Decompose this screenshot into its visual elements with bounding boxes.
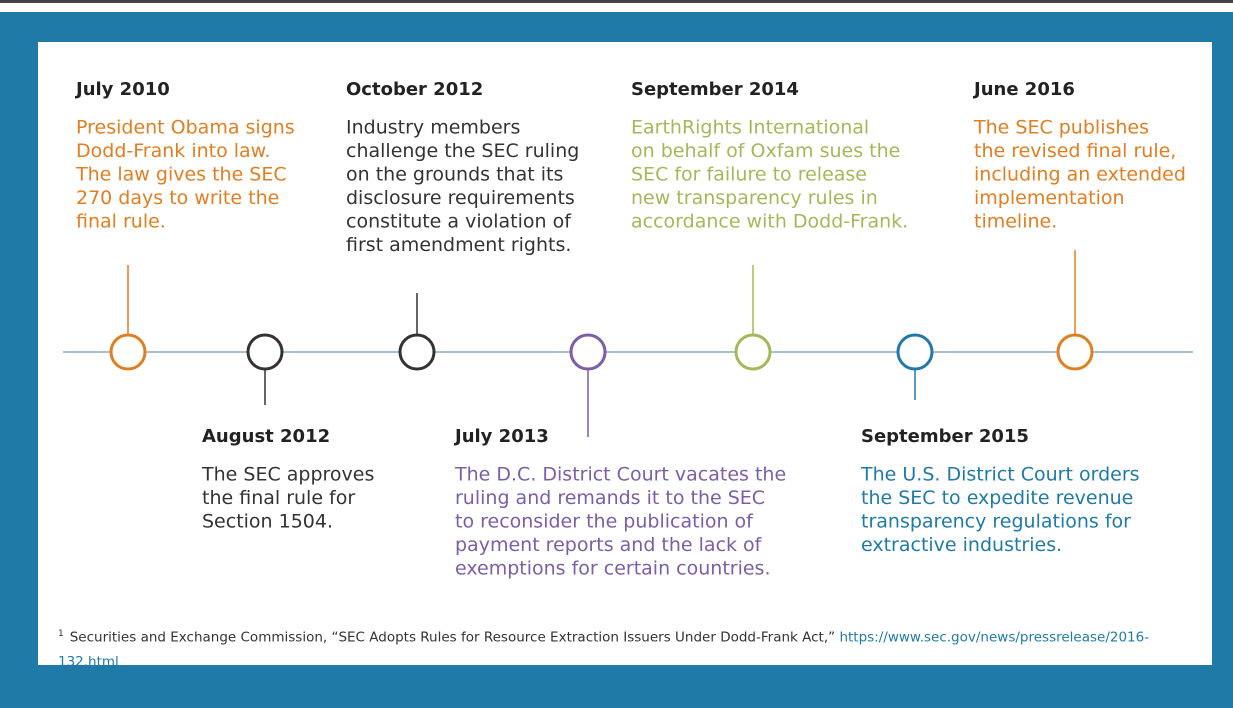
event-date: July 2010 <box>74 79 170 100</box>
event-date: July 2013 <box>453 426 549 447</box>
event-text: Dodd-Frank into law. <box>76 140 271 162</box>
event-text: implementation <box>974 187 1125 209</box>
event-text: The law gives the SEC <box>75 164 287 186</box>
event-text: the SEC to expedite revenue <box>861 487 1133 509</box>
event-text: final rule. <box>76 211 166 233</box>
event-text: the final rule for <box>202 487 355 509</box>
event-text: Industry members <box>346 117 520 139</box>
event-date: September 2015 <box>861 426 1029 447</box>
event-dot <box>109 333 147 371</box>
event-text: ruling and remands it to the SEC <box>455 487 765 509</box>
event-text: The U.S. District Court orders <box>860 464 1140 486</box>
event-text: Section 1504. <box>202 511 333 533</box>
event-text: payment reports and the lack of <box>455 534 763 556</box>
footnote-text: Securities and Exchange Commission, “SEC… <box>69 629 836 646</box>
event-text: 270 days to write the <box>76 187 279 209</box>
event-text: first amendment rights. <box>346 234 571 256</box>
event-date: June 2016 <box>972 79 1075 100</box>
event-text: accordance with Dodd-Frank. <box>631 211 908 233</box>
event-date: October 2012 <box>346 79 483 100</box>
event-text: EarthRights International <box>631 117 869 139</box>
event-dot <box>1056 333 1094 371</box>
event-date: September 2014 <box>631 79 799 100</box>
event-text: disclosure requirements <box>346 187 575 209</box>
event-text: constitute a violation of <box>346 211 572 233</box>
event-text: to reconsider the publication of <box>455 511 754 533</box>
event-dot <box>246 333 284 371</box>
event-date: August 2012 <box>202 426 330 447</box>
footnote: 1 Securities and Exchange Commission, “SE… <box>58 622 1168 674</box>
event-text: The SEC publishes <box>973 117 1149 139</box>
event-text: The SEC approves <box>201 464 374 486</box>
event-text: The D.C. District Court vacates the <box>454 464 786 486</box>
event-text: including an extended <box>974 164 1186 186</box>
event-text: SEC for failure to release <box>631 164 867 186</box>
event-dot <box>734 333 772 371</box>
footnote-url[interactable]: https://www.sec.gov/news/pressrelease/20… <box>58 629 1150 670</box>
event-text: timeline. <box>974 211 1057 233</box>
event-text: the revised final rule, <box>974 140 1176 162</box>
event-text: on behalf of Oxfam sues the <box>631 140 900 162</box>
footnote-marker: 1 <box>58 629 64 639</box>
top-rule <box>0 0 1233 3</box>
panel <box>38 42 1212 665</box>
event-text: President Obama signs <box>76 117 295 139</box>
event-text: on the grounds that its <box>346 164 563 186</box>
event-text: new transparency rules in <box>631 187 878 209</box>
event-dot <box>398 333 436 371</box>
event-text: transparency regulations for <box>861 511 1131 533</box>
event-dot <box>896 333 934 371</box>
event-dot <box>569 333 607 371</box>
event-text: extractive industries. <box>861 534 1062 556</box>
event-text: challenge the SEC ruling <box>346 140 579 162</box>
event-text: exemptions for certain countries. <box>455 558 771 580</box>
